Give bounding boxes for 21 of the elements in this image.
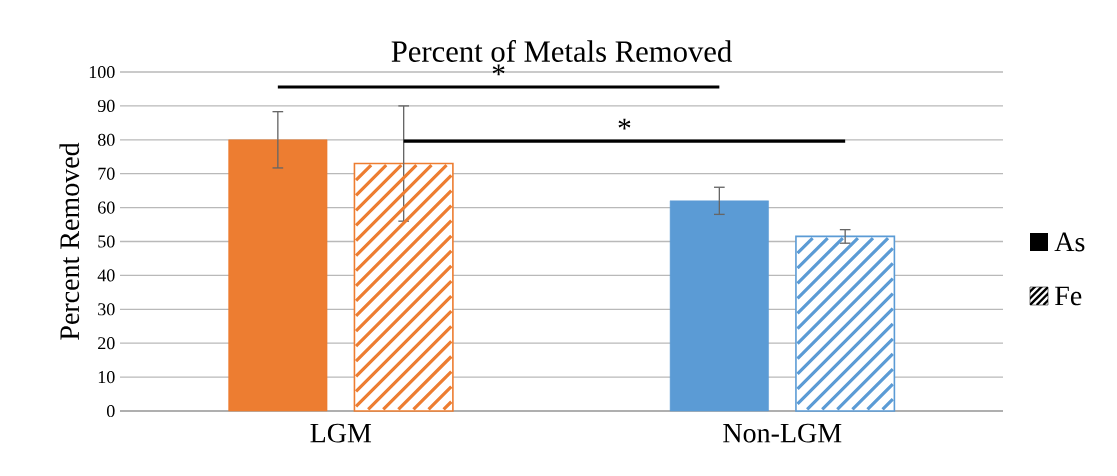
bar (228, 139, 328, 412)
y-tick-label: 50 (98, 235, 115, 248)
y-tick-label: 70 (98, 167, 115, 180)
y-tick-label: 10 (98, 371, 115, 384)
text: Fe (1055, 286, 1082, 306)
y-tick-label: 90 (97, 99, 115, 112)
y-tick-label: 60 (98, 201, 115, 214)
x-tick-label: Non-LGM (723, 423, 842, 443)
annotation: * (618, 118, 631, 130)
y-axis-title: Percent Removed (59, 142, 80, 340)
y-tick-label: 40 (97, 269, 115, 282)
bar (669, 200, 769, 412)
text: As (1054, 232, 1085, 252)
annotation: * (492, 64, 505, 76)
y-tick-label: 0 (106, 404, 115, 418)
y-tick-label: 100 (89, 65, 115, 79)
x-tick-label: LGM (310, 423, 372, 443)
y-tick-label: 80 (97, 133, 115, 146)
chart-title: Percent of Metals Removed (391, 40, 732, 62)
y-tick-label: 20 (98, 337, 115, 350)
y-tick-label: 30 (98, 303, 115, 316)
